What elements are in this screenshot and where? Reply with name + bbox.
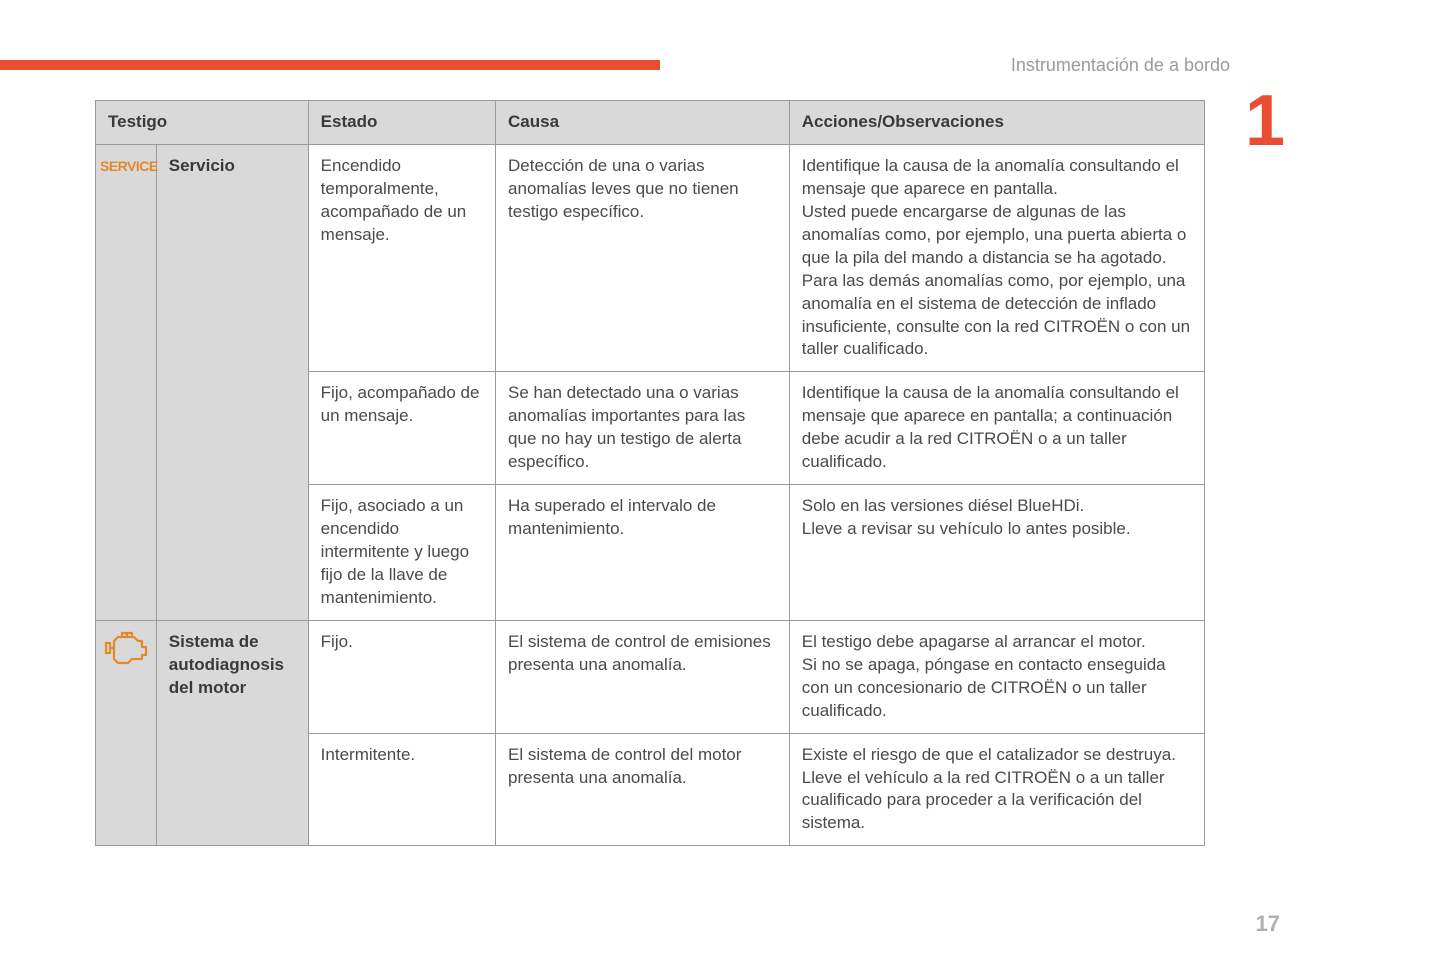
- accent-bar: [0, 60, 660, 70]
- warning-lights-table: Testigo Estado Causa Acciones/Observacio…: [95, 100, 1205, 846]
- col-header-causa: Causa: [496, 101, 790, 145]
- table-row: SERVICE Servicio Encendido temporalmente…: [96, 144, 1205, 371]
- causa-cell: El sistema de control de emisiones prese…: [496, 620, 790, 733]
- accion-cell: Solo en las versiones diésel BlueHDi.Lle…: [789, 485, 1204, 621]
- testigo-name: Servicio: [156, 144, 308, 620]
- accion-cell: El testigo debe apagarse al arrancar el …: [789, 620, 1204, 733]
- accion-cell: Identifique la causa de la anomalía cons…: [789, 372, 1204, 485]
- service-icon-cell: SERVICE: [96, 144, 157, 620]
- chapter-number: 1: [1245, 85, 1285, 157]
- causa-cell: Se han detectado una o varias anomalías …: [496, 372, 790, 485]
- page-number: 17: [1256, 911, 1280, 937]
- estado-cell: Encendido temporalmente, acompañado de u…: [308, 144, 495, 371]
- engine-check-icon: [104, 631, 148, 672]
- engine-icon-cell: [96, 620, 157, 846]
- accion-cell: Identifique la causa de la anomalía cons…: [789, 144, 1204, 371]
- col-header-acciones: Acciones/Observaciones: [789, 101, 1204, 145]
- causa-cell: Ha superado el intervalo de mantenimient…: [496, 485, 790, 621]
- causa-cell: Detección de una o varias anomalías leve…: [496, 144, 790, 371]
- estado-cell: Intermitente.: [308, 733, 495, 846]
- causa-cell: El sistema de control del motor presenta…: [496, 733, 790, 846]
- estado-cell: Fijo, asociado a un encendido intermiten…: [308, 485, 495, 621]
- testigo-name: Sistema de autodiagnosis del motor: [156, 620, 308, 846]
- service-icon: SERVICE: [100, 158, 158, 174]
- table-row: Sistema de autodiagnosis del motor Fijo.…: [96, 620, 1205, 733]
- estado-cell: Fijo.: [308, 620, 495, 733]
- section-title: Instrumentación de a bordo: [1011, 55, 1230, 76]
- col-header-testigo: Testigo: [96, 101, 309, 145]
- estado-cell: Fijo, acompañado de un mensaje.: [308, 372, 495, 485]
- col-header-estado: Estado: [308, 101, 495, 145]
- accion-cell: Existe el riesgo de que el catalizador s…: [789, 733, 1204, 846]
